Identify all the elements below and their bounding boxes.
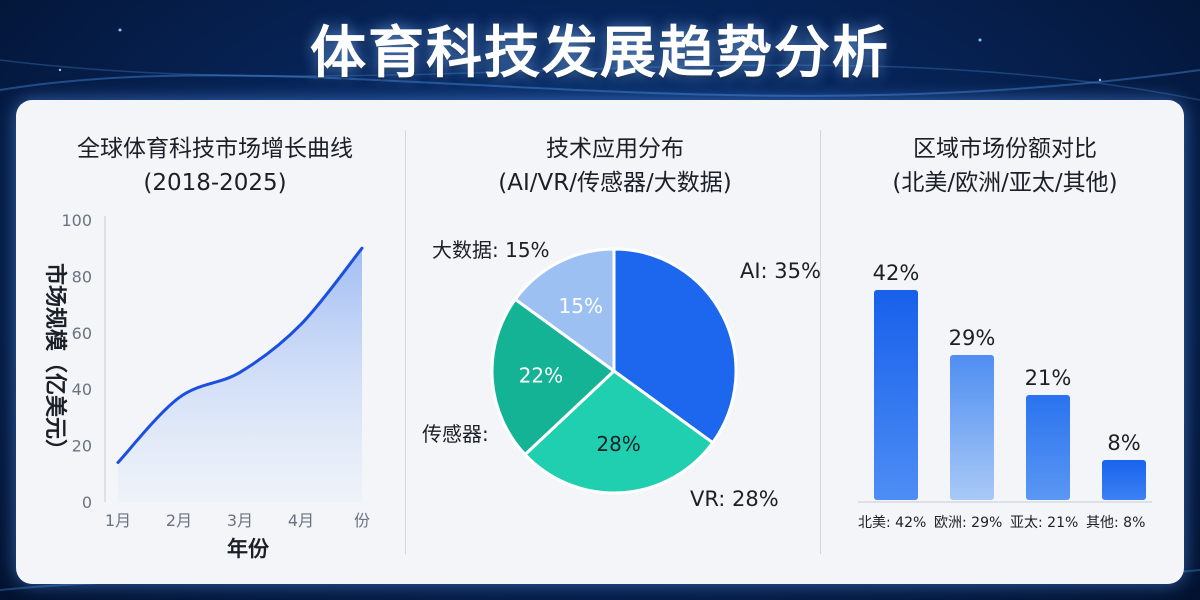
x-tick-label: 3月 xyxy=(227,511,253,530)
bar-chart-subtitle: (北美/欧洲/亚太/其他) xyxy=(892,170,1118,196)
series-line xyxy=(116,246,364,465)
bar-value-label: 42% xyxy=(873,261,920,285)
pie-outer-label: 传感器: xyxy=(422,422,489,446)
pie-slice-value-label: 28% xyxy=(596,432,640,456)
bar-category-label: 欧洲: 29% xyxy=(934,515,1002,531)
x-tick-label: 4月 xyxy=(288,511,314,530)
pie-outer-label: VR: 28% xyxy=(690,487,779,511)
bar-value-label: 8% xyxy=(1107,431,1140,455)
y-tick-label: 80 xyxy=(72,267,92,286)
y-tick-label: 60 xyxy=(72,324,92,343)
bar-2 xyxy=(950,355,994,500)
bar-value-label: 21% xyxy=(1025,366,1072,390)
y-axis-label: 市场规模（亿美元） xyxy=(42,263,68,461)
pie-chart-title: 技术应用分布 xyxy=(546,136,684,162)
pie-chart-title-block: 技术应用分布 (AI/VR/传感器/大数据) xyxy=(420,132,810,200)
pie-slice-2 xyxy=(522,369,715,495)
panel-divider xyxy=(405,130,406,554)
x-tick-label: 份 xyxy=(354,511,370,530)
page-title: 体育科技发展趋势分析 xyxy=(310,21,890,86)
x-tick-label: 2月 xyxy=(166,511,192,530)
bar-1 xyxy=(874,290,918,500)
bar-3 xyxy=(1026,395,1070,500)
pie-outer-label: AI: 35% xyxy=(740,259,821,283)
pie-slice-value-label: 15% xyxy=(559,294,603,318)
panel-divider xyxy=(820,130,821,554)
line-chart-subtitle: (2018-2025) xyxy=(143,170,287,196)
pie-slice-3 xyxy=(490,297,617,457)
y-tick-label: 0 xyxy=(82,493,92,512)
y-tick-label: 100 xyxy=(61,211,92,230)
pie-slice-4 xyxy=(513,247,616,374)
y-tick-label: 20 xyxy=(72,437,92,456)
line-chart-title: 全球体育科技市场增长曲线 xyxy=(77,136,353,162)
bar-chart-title-block: 区域市场份额对比 (北美/欧洲/亚太/其他) xyxy=(830,132,1180,200)
bar-category-label: 亚太: 21% xyxy=(1010,515,1078,531)
pie-chart-subtitle: (AI/VR/传感器/大数据) xyxy=(498,170,732,196)
pie-slice-value-label: 22% xyxy=(519,364,563,388)
pie-slice-1 xyxy=(612,247,738,445)
bar-category-label: 北美: 42% xyxy=(858,515,926,531)
y-tick-label: 40 xyxy=(72,380,92,399)
x-tick-label: 1月 xyxy=(105,511,131,530)
bar-category-label: 其他: 8% xyxy=(1086,515,1145,531)
x-axis-label: 年份 xyxy=(227,537,270,561)
bar-chart-title: 区域市场份额对比 xyxy=(913,136,1097,162)
bar-value-label: 29% xyxy=(949,326,996,350)
bar-4 xyxy=(1102,460,1146,500)
pie-outer-label: 大数据: 15% xyxy=(432,238,550,262)
line-chart-title-block: 全球体育科技市场增长曲线 (2018-2025) xyxy=(30,132,400,200)
area-fill xyxy=(118,248,362,502)
